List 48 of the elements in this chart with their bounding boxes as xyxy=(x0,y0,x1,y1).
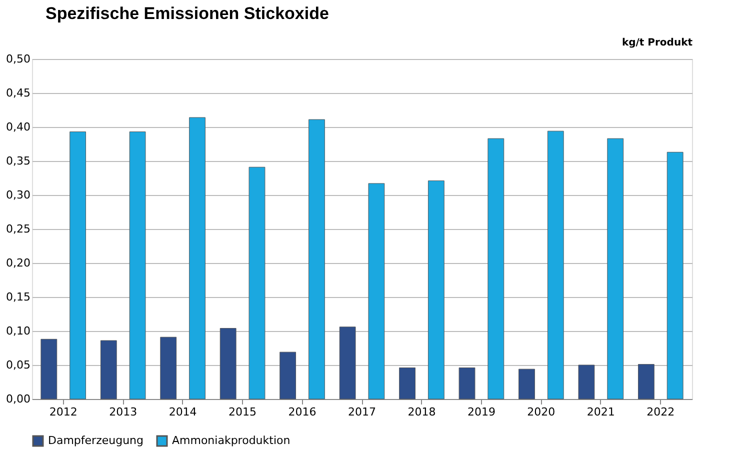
bar xyxy=(220,328,236,400)
x-tick-label: 2017 xyxy=(348,406,376,418)
x-tick-label: 2015 xyxy=(228,406,257,418)
bar xyxy=(488,138,504,400)
bar xyxy=(638,364,654,400)
bar xyxy=(607,138,624,400)
bar xyxy=(518,368,535,400)
bar xyxy=(368,183,385,400)
legend-label: Ammoniakproduktion xyxy=(172,434,290,447)
bar xyxy=(40,338,58,400)
x-tick-label: 2020 xyxy=(527,406,556,418)
y-tick-label: 0,45 xyxy=(6,86,30,100)
x-tick-label: 2019 xyxy=(467,406,496,418)
chart-title: Spezifische Emissionen Stickoxide xyxy=(46,4,329,23)
x-tick-label: 2012 xyxy=(49,406,78,418)
bar xyxy=(339,326,356,400)
y-tick-label: 0,50 xyxy=(6,52,30,66)
bar xyxy=(578,364,595,400)
bar xyxy=(248,166,266,400)
bar xyxy=(308,119,325,400)
x-tick-label: 2018 xyxy=(408,406,436,418)
bar xyxy=(160,336,177,400)
y-tick-label: 0,30 xyxy=(6,188,30,202)
x-tick-label: 2021 xyxy=(586,406,615,418)
y-tick-label: 0,15 xyxy=(6,290,30,304)
y-tick-label: 0,40 xyxy=(6,120,30,134)
bar xyxy=(70,132,86,400)
bar xyxy=(399,367,416,400)
bar xyxy=(458,367,476,400)
y-tick-label: 0,10 xyxy=(6,324,30,338)
y-tick-label: 0,00 xyxy=(6,392,30,406)
bar xyxy=(100,340,117,400)
bar xyxy=(547,130,564,400)
bar xyxy=(428,180,444,400)
legend-label: Dampferzeugung xyxy=(48,434,144,447)
y-tick-label: 0,25 xyxy=(6,222,30,236)
bar xyxy=(666,152,684,400)
x-tick-label: 2022 xyxy=(646,406,675,418)
y-tick-label: 0,20 xyxy=(6,256,30,270)
x-tick-label: 2016 xyxy=(288,406,316,418)
y-axis-title: kg/t Produkt xyxy=(622,38,693,48)
bar xyxy=(280,352,296,400)
y-tick-label: 0,05 xyxy=(6,358,30,372)
y-tick-label: 0,35 xyxy=(6,154,30,168)
x-tick-label: 2014 xyxy=(168,406,197,418)
x-tick-label: 2013 xyxy=(109,406,138,418)
bar xyxy=(189,117,206,400)
bar xyxy=(129,132,146,400)
